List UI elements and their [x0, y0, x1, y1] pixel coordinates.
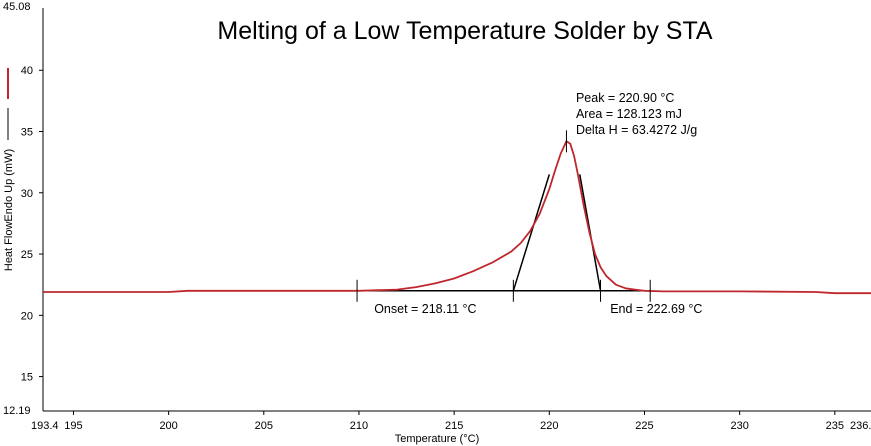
x-tick-label: 225	[635, 420, 653, 432]
onset-tangent-line	[512, 174, 551, 292]
x-tick-label: 195	[64, 420, 82, 432]
end-annotation: End = 222.69 °C	[610, 302, 702, 316]
chart-title: Melting of a Low Temperature Solder by S…	[217, 17, 712, 45]
x-max-label: 236.9	[850, 420, 871, 432]
area-annotation: Area = 128.123 mJ	[576, 107, 682, 121]
delta-h-annotation: Delta H = 63.4272 J/g	[576, 123, 697, 137]
y-tick-label: 15	[21, 372, 33, 384]
y-max-label: 45.08	[3, 1, 31, 13]
y-tick-label: 35	[21, 127, 33, 139]
x-tick-label: 210	[350, 420, 368, 432]
axes	[42, 8, 871, 412]
x-tick-label: 220	[540, 420, 558, 432]
y-ticks: 15 20 25 30 35 40	[21, 65, 43, 384]
y-min-label: 12.19	[3, 405, 31, 417]
x-tick-label: 200	[159, 420, 177, 432]
x-tick-label: 215	[445, 420, 463, 432]
onset-annotation: Onset = 218.11 °C	[374, 302, 476, 316]
x-tick-label: 235	[826, 420, 844, 432]
x-tick-label: 230	[730, 420, 748, 432]
y-tick-label: 40	[21, 65, 33, 77]
series-line	[43, 140, 871, 295]
y-tick-label: 25	[21, 249, 33, 261]
annotations: Peak = 220.90 °C Area = 128.123 mJ Delta…	[374, 91, 702, 316]
y-tick-label: 30	[21, 188, 33, 200]
y-axis-label: Heat FlowEndo Up (mW)	[3, 149, 15, 271]
y-tick-label: 20	[21, 310, 33, 322]
peak-annotation: Peak = 220.90 °C	[576, 91, 674, 105]
x-axis-label: Temperature (°C)	[395, 433, 479, 445]
x-tick-label: 205	[255, 420, 273, 432]
x-min-label: 193.4	[31, 420, 59, 432]
x-ticks: 195 200 205 210 215 220 225 230 235	[64, 411, 844, 432]
plot-area	[43, 130, 871, 302]
